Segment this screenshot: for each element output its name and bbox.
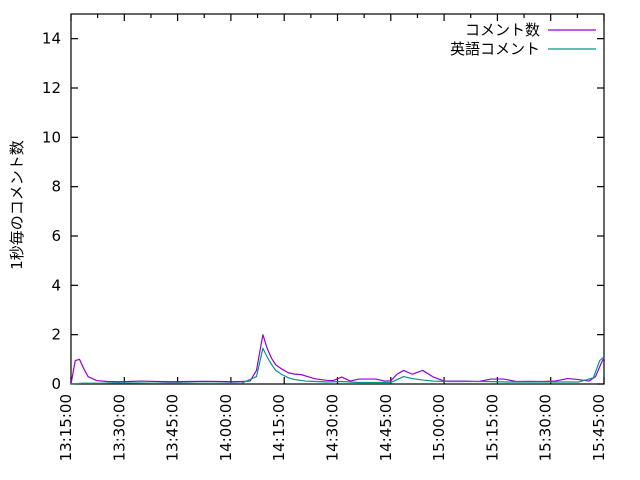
y-tick-label: 14 <box>42 30 61 48</box>
x-tick-label: 13:30:00 <box>110 394 128 461</box>
y-tick-label: 0 <box>51 375 61 393</box>
top-axis-ticks <box>70 14 605 21</box>
y-tick-label: 8 <box>51 178 61 196</box>
x-tick-label: 13:45:00 <box>164 394 182 461</box>
y-axis-label: 1秒毎のコメント数 <box>8 140 26 270</box>
x-tick-label: 14:15:00 <box>270 394 288 461</box>
y-axis-ticks: 0 2 4 6 8 10 12 14 <box>42 30 78 393</box>
x-tick-label: 14:30:00 <box>324 394 342 461</box>
x-tick-label: 13:15:00 <box>57 394 75 461</box>
y-tick-label: 2 <box>51 326 61 344</box>
series-line-0 <box>70 334 605 385</box>
x-tick-label: 15:15:00 <box>483 394 501 461</box>
y-tick-label: 10 <box>42 128 61 146</box>
x-tick-label: 14:00:00 <box>217 394 235 461</box>
y-tick-label: 6 <box>51 227 61 245</box>
series-line-1 <box>70 347 605 385</box>
right-axis-ticks <box>597 38 604 385</box>
x-tick-label: 15:00:00 <box>430 394 448 461</box>
y-tick-label: 12 <box>42 79 61 97</box>
y-axis-label-text: 1秒毎のコメント数 <box>8 140 26 270</box>
x-axis-ticks: 13:15:00 13:30:00 13:45:00 14:00:00 14:15:00… <box>57 377 608 461</box>
legend-label-0: コメント数 <box>465 21 540 39</box>
y-tick-label: 4 <box>51 276 61 294</box>
legend-label-1: 英語コメント <box>450 40 540 58</box>
x-tick-label: 14:45:00 <box>377 394 395 461</box>
x-tick-label: 15:45:00 <box>590 394 608 461</box>
data-series-group <box>70 334 605 385</box>
x-tick-label: 15:30:00 <box>537 394 555 461</box>
plot-frame <box>70 13 605 385</box>
